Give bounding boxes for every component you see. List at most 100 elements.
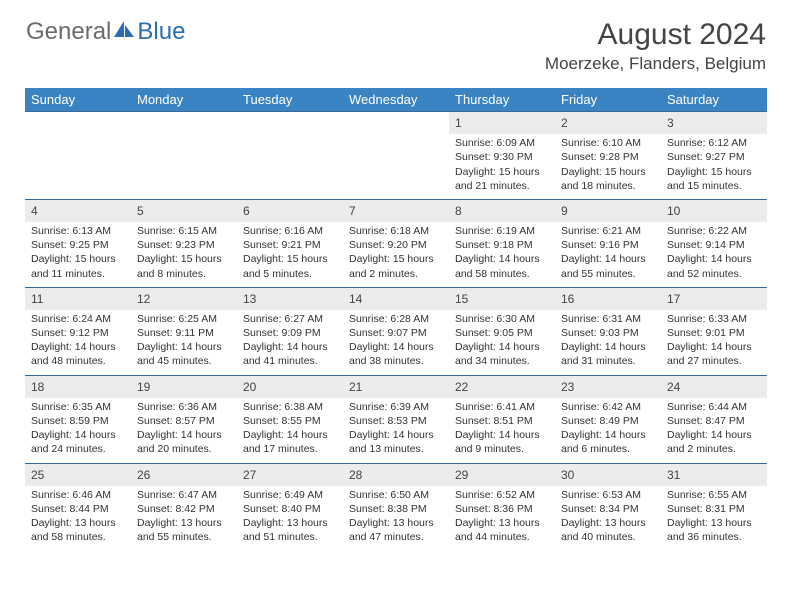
- sunset-line: Sunset: 9:09 PM: [243, 326, 337, 340]
- day-info-row: Sunrise: 6:35 AMSunset: 8:59 PMDaylight:…: [25, 398, 767, 463]
- day-info-cell: Sunrise: 6:46 AMSunset: 8:44 PMDaylight:…: [25, 486, 131, 551]
- day-info-cell: Sunrise: 6:22 AMSunset: 9:14 PMDaylight:…: [661, 222, 767, 287]
- sunset-line: Sunset: 8:51 PM: [455, 414, 549, 428]
- day-number-cell: 16: [555, 287, 661, 310]
- logo-text-1: General: [26, 18, 111, 46]
- day-number-cell: 8: [449, 199, 555, 222]
- day-number-cell: 29: [449, 463, 555, 486]
- daylight-line: Daylight: 13 hours and 44 minutes.: [455, 516, 549, 544]
- sunrise-line: Sunrise: 6:22 AM: [667, 224, 761, 238]
- daylight-line: Daylight: 14 hours and 48 minutes.: [31, 340, 125, 368]
- daylight-line: Daylight: 14 hours and 20 minutes.: [137, 428, 231, 456]
- day-info-cell: Sunrise: 6:38 AMSunset: 8:55 PMDaylight:…: [237, 398, 343, 463]
- sunset-line: Sunset: 9:20 PM: [349, 238, 443, 252]
- day-number-cell: 18: [25, 375, 131, 398]
- day-info-row: Sunrise: 6:46 AMSunset: 8:44 PMDaylight:…: [25, 486, 767, 551]
- day-number-cell: 9: [555, 199, 661, 222]
- day-number-cell: 27: [237, 463, 343, 486]
- sunset-line: Sunset: 9:18 PM: [455, 238, 549, 252]
- sunrise-line: Sunrise: 6:10 AM: [561, 136, 655, 150]
- sunset-line: Sunset: 9:07 PM: [349, 326, 443, 340]
- day-info-cell: Sunrise: 6:19 AMSunset: 9:18 PMDaylight:…: [449, 222, 555, 287]
- day-number-cell: 30: [555, 463, 661, 486]
- sunrise-line: Sunrise: 6:16 AM: [243, 224, 337, 238]
- sunrise-line: Sunrise: 6:42 AM: [561, 400, 655, 414]
- sunrise-line: Sunrise: 6:53 AM: [561, 488, 655, 502]
- daylight-line: Daylight: 14 hours and 27 minutes.: [667, 340, 761, 368]
- daylight-line: Daylight: 14 hours and 6 minutes.: [561, 428, 655, 456]
- day-info-cell: Sunrise: 6:44 AMSunset: 8:47 PMDaylight:…: [661, 398, 767, 463]
- day-info-cell: Sunrise: 6:09 AMSunset: 9:30 PMDaylight:…: [449, 134, 555, 199]
- day-info-cell: Sunrise: 6:35 AMSunset: 8:59 PMDaylight:…: [25, 398, 131, 463]
- daylight-line: Daylight: 15 hours and 18 minutes.: [561, 165, 655, 193]
- day-info-cell: Sunrise: 6:24 AMSunset: 9:12 PMDaylight:…: [25, 310, 131, 375]
- sunset-line: Sunset: 9:23 PM: [137, 238, 231, 252]
- day-info-cell: Sunrise: 6:50 AMSunset: 8:38 PMDaylight:…: [343, 486, 449, 551]
- sunrise-line: Sunrise: 6:12 AM: [667, 136, 761, 150]
- day-info-cell: [343, 134, 449, 199]
- day-info-cell: Sunrise: 6:36 AMSunset: 8:57 PMDaylight:…: [131, 398, 237, 463]
- daylight-line: Daylight: 14 hours and 34 minutes.: [455, 340, 549, 368]
- day-info-cell: Sunrise: 6:33 AMSunset: 9:01 PMDaylight:…: [661, 310, 767, 375]
- day-number-cell: 3: [661, 112, 767, 135]
- day-number-cell: [237, 112, 343, 135]
- page-title: August 2024: [545, 18, 766, 52]
- daylight-line: Daylight: 15 hours and 15 minutes.: [667, 165, 761, 193]
- day-header: Monday: [131, 88, 237, 112]
- day-info-cell: Sunrise: 6:30 AMSunset: 9:05 PMDaylight:…: [449, 310, 555, 375]
- sunset-line: Sunset: 9:01 PM: [667, 326, 761, 340]
- day-info-cell: [237, 134, 343, 199]
- sunset-line: Sunset: 9:11 PM: [137, 326, 231, 340]
- day-header: Sunday: [25, 88, 131, 112]
- sunrise-line: Sunrise: 6:46 AM: [31, 488, 125, 502]
- day-number-row: 18192021222324: [25, 375, 767, 398]
- day-number-cell: 28: [343, 463, 449, 486]
- day-info-cell: Sunrise: 6:49 AMSunset: 8:40 PMDaylight:…: [237, 486, 343, 551]
- daylight-line: Daylight: 14 hours and 58 minutes.: [455, 252, 549, 280]
- day-header: Tuesday: [237, 88, 343, 112]
- sunrise-line: Sunrise: 6:47 AM: [137, 488, 231, 502]
- day-number-row: 25262728293031: [25, 463, 767, 486]
- sunrise-line: Sunrise: 6:09 AM: [455, 136, 549, 150]
- daylight-line: Daylight: 13 hours and 40 minutes.: [561, 516, 655, 544]
- daylight-line: Daylight: 15 hours and 11 minutes.: [31, 252, 125, 280]
- day-number-cell: 20: [237, 375, 343, 398]
- day-header: Saturday: [661, 88, 767, 112]
- day-number-cell: 23: [555, 375, 661, 398]
- calendar-table: SundayMondayTuesdayWednesdayThursdayFrid…: [25, 88, 767, 550]
- day-number-cell: 1: [449, 112, 555, 135]
- sunrise-line: Sunrise: 6:25 AM: [137, 312, 231, 326]
- sunset-line: Sunset: 8:42 PM: [137, 502, 231, 516]
- day-info-cell: Sunrise: 6:28 AMSunset: 9:07 PMDaylight:…: [343, 310, 449, 375]
- daylight-line: Daylight: 14 hours and 13 minutes.: [349, 428, 443, 456]
- day-number-cell: 10: [661, 199, 767, 222]
- sunrise-line: Sunrise: 6:21 AM: [561, 224, 655, 238]
- day-number-row: 11121314151617: [25, 287, 767, 310]
- day-info-cell: Sunrise: 6:52 AMSunset: 8:36 PMDaylight:…: [449, 486, 555, 551]
- logo: General Blue: [26, 18, 185, 46]
- sunset-line: Sunset: 8:49 PM: [561, 414, 655, 428]
- day-header: Wednesday: [343, 88, 449, 112]
- sunrise-line: Sunrise: 6:24 AM: [31, 312, 125, 326]
- sunset-line: Sunset: 9:21 PM: [243, 238, 337, 252]
- sunset-line: Sunset: 8:59 PM: [31, 414, 125, 428]
- day-info-cell: Sunrise: 6:47 AMSunset: 8:42 PMDaylight:…: [131, 486, 237, 551]
- sunset-line: Sunset: 9:27 PM: [667, 150, 761, 164]
- sunset-line: Sunset: 9:12 PM: [31, 326, 125, 340]
- sunrise-line: Sunrise: 6:55 AM: [667, 488, 761, 502]
- day-info-cell: Sunrise: 6:27 AMSunset: 9:09 PMDaylight:…: [237, 310, 343, 375]
- day-info-cell: Sunrise: 6:13 AMSunset: 9:25 PMDaylight:…: [25, 222, 131, 287]
- day-info-cell: Sunrise: 6:16 AMSunset: 9:21 PMDaylight:…: [237, 222, 343, 287]
- sunrise-line: Sunrise: 6:33 AM: [667, 312, 761, 326]
- sunset-line: Sunset: 9:30 PM: [455, 150, 549, 164]
- day-info-row: Sunrise: 6:24 AMSunset: 9:12 PMDaylight:…: [25, 310, 767, 375]
- day-info-cell: Sunrise: 6:12 AMSunset: 9:27 PMDaylight:…: [661, 134, 767, 199]
- day-number-cell: 12: [131, 287, 237, 310]
- sunrise-line: Sunrise: 6:28 AM: [349, 312, 443, 326]
- day-info-cell: Sunrise: 6:10 AMSunset: 9:28 PMDaylight:…: [555, 134, 661, 199]
- day-info-cell: Sunrise: 6:25 AMSunset: 9:11 PMDaylight:…: [131, 310, 237, 375]
- daylight-line: Daylight: 13 hours and 55 minutes.: [137, 516, 231, 544]
- sunrise-line: Sunrise: 6:52 AM: [455, 488, 549, 502]
- day-number-cell: 17: [661, 287, 767, 310]
- daylight-line: Daylight: 15 hours and 21 minutes.: [455, 165, 549, 193]
